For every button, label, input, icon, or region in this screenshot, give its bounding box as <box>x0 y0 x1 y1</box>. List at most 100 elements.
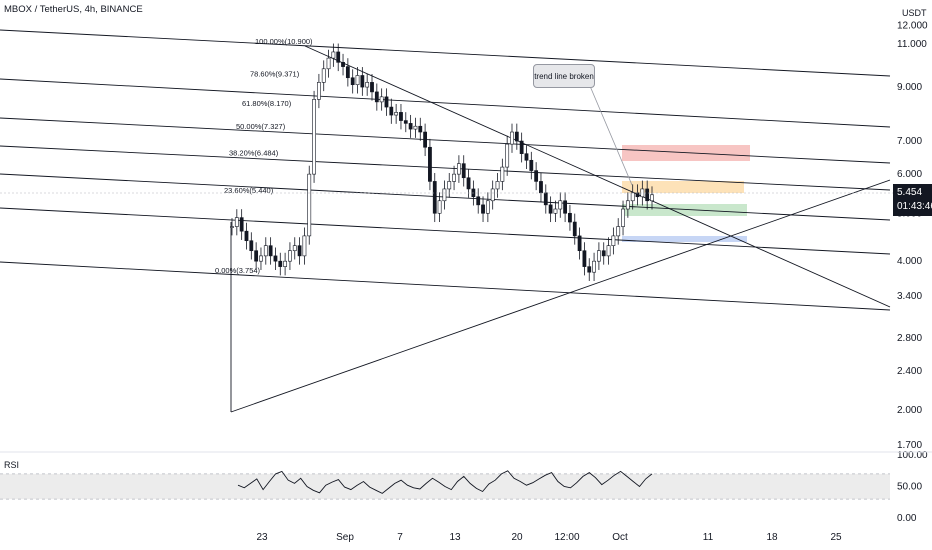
candle-body <box>321 68 326 83</box>
candle-body <box>577 235 582 252</box>
candle-body <box>394 112 399 116</box>
candle-body <box>263 245 268 257</box>
y-tick-label: 2.000 <box>897 405 922 416</box>
candle-body <box>331 51 336 59</box>
candle-body <box>572 221 577 237</box>
trend-line <box>0 261 891 311</box>
candle-body <box>234 217 239 227</box>
candle-body <box>423 131 428 148</box>
candle-body <box>510 131 514 145</box>
candle-body <box>418 125 423 133</box>
candle-body <box>534 170 539 182</box>
fib-level-label: 78.60%(9.371) <box>250 69 300 78</box>
orange-zone <box>622 181 744 193</box>
x-tick-label: Sep <box>336 532 354 543</box>
candle-body <box>452 173 456 182</box>
candle-body <box>302 235 307 257</box>
candle-body <box>370 82 374 93</box>
y-tick-label: 1.700 <box>897 440 922 451</box>
x-tick-label: Oct <box>612 532 628 543</box>
candle-body <box>621 208 625 227</box>
last-price-value: 5.454 <box>897 187 923 198</box>
candle-body <box>447 181 452 190</box>
callout-text: trend line broken <box>534 71 594 81</box>
candle-body <box>529 159 534 171</box>
candle-body <box>365 82 370 88</box>
y-tick-label: 7.000 <box>897 136 922 147</box>
candle-body <box>297 245 302 257</box>
candle-body <box>625 200 630 210</box>
trend-line <box>0 117 891 164</box>
trendline-callout[interactable]: trend line broken <box>533 64 595 88</box>
fib-level-label: 61.80%(8.170) <box>242 99 292 108</box>
candle-body <box>437 200 442 214</box>
candle-body <box>389 106 394 116</box>
candle-body <box>495 181 500 190</box>
trend-line <box>0 145 891 191</box>
candle-body <box>336 51 341 63</box>
candle-body <box>456 163 461 175</box>
rsi-pane-label: RSI <box>4 460 20 470</box>
trend-line <box>0 78 891 128</box>
y-tick-label: 12.000 <box>897 20 928 31</box>
candle-body <box>292 245 297 252</box>
candle-body <box>442 188 447 202</box>
blue-zone <box>622 236 747 242</box>
candle-body <box>413 125 418 130</box>
candle-body <box>500 166 505 182</box>
candle-body <box>268 245 273 257</box>
candle-body <box>432 181 437 214</box>
callout-pointer <box>589 85 633 186</box>
last-price-badge: 5.454 01:43:46 <box>893 184 932 216</box>
fib-level-label: 50.00%(7.327) <box>236 122 286 131</box>
rsi-tick-label: 50.00 <box>897 482 922 493</box>
candle-body <box>601 250 606 257</box>
candle-body <box>239 217 244 232</box>
x-tick-label: 18 <box>766 532 778 543</box>
candle-body <box>558 200 563 210</box>
bar-countdown: 01:43:46 <box>897 201 932 212</box>
candle-body <box>524 153 529 161</box>
candle-body <box>485 200 490 214</box>
candle-body <box>408 123 413 130</box>
candle-body <box>288 250 292 262</box>
candle-body <box>543 192 548 206</box>
y-tick-label: 3.400 <box>897 291 922 302</box>
candle-body <box>650 194 654 202</box>
candle-body <box>355 75 360 86</box>
candle-body <box>259 255 263 262</box>
candle-body <box>350 77 355 86</box>
candle-body <box>645 188 650 202</box>
candle-body <box>312 99 316 175</box>
trend-line <box>304 45 891 308</box>
y-tick-label: 11.000 <box>897 39 927 50</box>
candle-body <box>553 208 558 214</box>
candle-body <box>273 255 278 262</box>
candle-body <box>230 226 234 228</box>
trend-line <box>0 207 891 255</box>
ticker-title: MBOX / TetherUS, 4h, BINANCE <box>4 4 143 15</box>
candle-body <box>379 96 384 103</box>
trend-line <box>230 179 891 413</box>
candle-body <box>326 57 331 70</box>
candle-body <box>548 204 553 214</box>
candle-body <box>519 140 524 154</box>
x-tick-label: 23 <box>256 532 268 543</box>
candle-body <box>254 250 259 262</box>
y-tick-label: 2.800 <box>897 333 922 344</box>
fib-level-label: 0.00%(3.754) <box>215 266 261 275</box>
candle-body <box>587 266 592 273</box>
x-tick-label: 13 <box>449 532 461 543</box>
candle-body <box>514 131 519 142</box>
candle-body <box>592 260 596 273</box>
candle-body <box>563 200 568 214</box>
candle-body <box>403 120 408 124</box>
y-tick-label: 9.000 <box>897 82 922 93</box>
candle-body <box>399 112 403 121</box>
y-tick-label: 6.000 <box>897 169 922 180</box>
candle-body <box>606 245 611 257</box>
candle-body <box>249 240 254 252</box>
x-tick-label: 20 <box>511 532 523 543</box>
candle-body <box>428 146 432 182</box>
